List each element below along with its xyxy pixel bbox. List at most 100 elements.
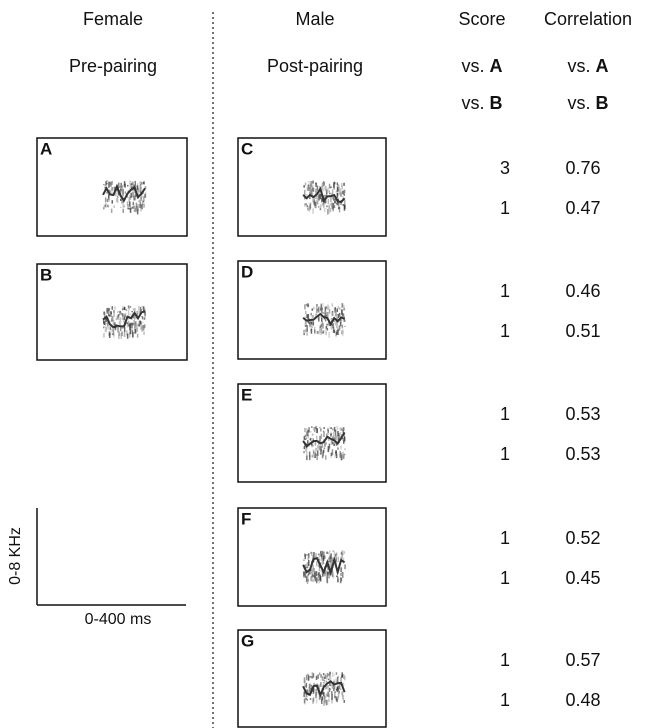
spectrogram-pixel [119,311,121,315]
spectrogram-pixel [126,309,128,311]
spectrogram-pixel [108,310,110,311]
spectrogram-pixel [124,206,126,208]
spectrogram-pixel [316,571,318,576]
spectrogram-pixel [335,426,337,427]
spectrogram-pixel [337,187,339,191]
spectrogram-pixel [324,208,326,212]
spectrogram-pixel [330,432,332,434]
spectrogram-pixel [324,183,326,185]
spectrogram-pixel [328,699,330,702]
spectrogram-pixel [127,185,129,187]
spectrogram-pixel [340,322,342,323]
spectrogram-pixel [315,689,317,692]
spectrogram-pixel [310,184,312,189]
spectrogram-pixel [339,189,341,195]
spectrogram-pixel [316,428,318,433]
score: 1 [500,650,510,670]
spectrogram-pixel [325,208,327,209]
spectrogram-pixel [310,439,312,441]
scale-x-label: 0-400 ms [85,611,152,628]
spectrogram-pixel [120,327,122,331]
spectrogram-pixel [320,308,322,310]
spectrogram-pixel [313,451,315,454]
correlation: 0.76 [565,158,600,178]
spectrogram-pixel [318,577,320,579]
correlation: 0.45 [565,568,600,588]
correlation: 0.53 [565,404,600,424]
spectrogram-pixel [343,191,345,193]
spectrogram-pixel [308,560,310,566]
spectrogram-pixel [310,324,312,328]
spectrogram-pixel [334,205,336,208]
spectrogram-pixel [320,208,322,210]
spectrogram-pixel [142,317,144,320]
score: 1 [500,198,510,218]
spectrogram-pixel [322,303,324,306]
spectrogram-pixel [316,561,318,566]
spectrogram-pixel [313,322,315,326]
score: 1 [500,690,510,710]
spectrogram-pixel [326,324,328,326]
spectrogram-pixel [322,455,324,458]
spectrogram-pixel [124,184,126,185]
spectrogram-pixel [313,427,315,430]
spectrogram-pixel [130,313,132,315]
spectrogram-pixel [320,446,322,451]
spectrogram-pixel [144,324,146,328]
spectrogram-pixel [323,692,325,696]
spectrogram-pixel [325,331,327,335]
spectrogram-pixel [324,696,326,699]
panel-label: D [241,262,253,281]
spectrogram-pixel [330,203,332,205]
spectrogram-pixel [335,452,337,453]
spectrogram-pixel [332,557,334,561]
spectrogram-pixel [125,191,127,193]
spectrogram-pixel [117,199,119,203]
spectrogram-pixel [317,309,319,312]
spectrogram-pixel [323,427,325,429]
spectrogram-pixel [330,208,332,212]
spectrogram-pixel [344,326,346,327]
spectrogram-pixel [334,696,336,698]
spectrogram-pixel [111,187,113,190]
spectrogram-pixel [312,677,314,678]
spectrogram-pixel [340,573,342,576]
spectrogram-pixel [326,675,328,680]
spectrogram-pixel [122,192,124,197]
spectrogram-pixel [339,313,341,317]
spectrogram-pixel [109,333,111,338]
score: 1 [500,321,510,341]
spectrogram-pixel [308,321,310,322]
spectrogram-pixel [324,680,326,682]
spectrogram-pixel [134,195,136,200]
spectrogram-pixel [338,433,340,437]
spectrogram-pixel [334,691,336,692]
spectrogram-pixel [140,321,142,325]
spectrogram-pixel [108,186,110,188]
spectrogram-pixel [107,205,109,208]
spectrogram-pixel [103,333,105,338]
spectrogram-pixel [144,318,146,320]
spectrogram-pixel [306,432,308,437]
panel-label: B [40,265,52,284]
spectrogram-pixel [311,329,313,334]
spectrogram-pixel [338,691,340,694]
spectrogram-pixel [323,432,325,437]
comparison-prefix: vs. [461,56,484,76]
spectrogram-pixel [339,187,341,189]
spectrogram-pixel [321,679,323,681]
spectrogram-pixel [133,308,135,311]
spectrogram-pixel [338,557,340,563]
spectrogram-pixel [331,312,333,316]
spectrogram-pixel [306,554,308,556]
spectrogram-pixel [312,565,314,569]
spectrogram-pixel [139,204,141,208]
spectrogram-pixel [124,307,126,310]
spectrogram-pixel [325,311,327,313]
spectrogram-pixel [108,198,110,199]
spectrogram-pixel [322,332,324,333]
spectrogram-box [238,384,386,482]
spectrogram-pixel [343,183,345,186]
spectrogram-pixel [331,691,333,694]
spectrogram-pixel [307,430,309,431]
